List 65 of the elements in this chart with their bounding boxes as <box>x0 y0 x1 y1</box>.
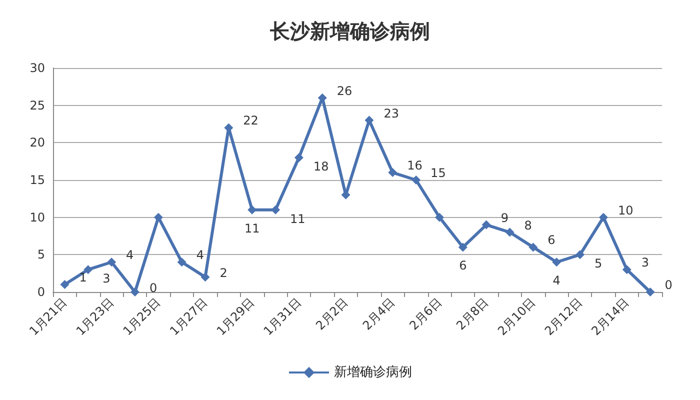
legend-label: 新增确诊病例 <box>334 365 412 380</box>
y-tick-label: 25 <box>30 98 45 112</box>
point <box>294 153 304 162</box>
data-label: 16 <box>407 158 422 173</box>
y-tick-label: 20 <box>30 136 45 150</box>
point <box>412 176 421 184</box>
data-label: 2 <box>220 266 228 280</box>
point <box>458 242 468 252</box>
data-label: 11 <box>290 212 306 226</box>
x-tick-label: 1月27日 <box>167 295 210 338</box>
y-tick-label: 15 <box>30 173 45 187</box>
point <box>622 265 632 274</box>
data-label: 18 <box>313 160 329 174</box>
point <box>576 250 585 260</box>
x-tick-label: 2月14日 <box>588 295 632 338</box>
point <box>107 258 116 267</box>
x-tick-label: 1月31日 <box>260 295 304 338</box>
x-tick-label: 1月29日 <box>214 295 258 338</box>
data-label: 4 <box>126 248 134 262</box>
point <box>154 212 163 222</box>
data-label: 26 <box>336 84 352 98</box>
y-tick-label: 5 <box>37 248 45 262</box>
point <box>364 116 374 125</box>
data-label: 23 <box>384 106 399 120</box>
data-label: 6 <box>459 258 467 273</box>
point <box>552 258 562 267</box>
point <box>528 242 538 252</box>
point <box>60 280 70 290</box>
data-label: 4 <box>196 248 204 262</box>
data-label: 6 <box>548 233 556 248</box>
point <box>505 228 514 237</box>
data-label: 4 <box>552 274 560 288</box>
data-label: 0 <box>149 281 158 295</box>
x-tick-label: 2月12日 <box>542 295 585 338</box>
point <box>388 168 398 178</box>
x-tick-label: 2月10日 <box>495 295 538 338</box>
data-label: 22 <box>243 114 258 128</box>
y-tick-label: 30 <box>30 61 45 75</box>
x-tick-label: 1月23日 <box>73 295 117 338</box>
data-label: 10 <box>618 203 634 218</box>
x-tick-label: 2月4日 <box>360 295 398 333</box>
x-tick-label: 1月25日 <box>120 295 164 338</box>
data-label: 11 <box>244 221 260 236</box>
data-label: 15 <box>430 166 446 180</box>
data-label: 5 <box>594 256 602 271</box>
point <box>482 220 491 230</box>
data-label: 1 <box>79 270 87 285</box>
y-tick-label: 10 <box>30 210 45 224</box>
point <box>130 288 140 296</box>
point <box>177 258 186 267</box>
data-label: 0 <box>664 278 672 292</box>
point <box>434 212 444 222</box>
point <box>646 288 655 296</box>
chart-title: 长沙新增确诊病例 <box>269 19 430 43</box>
point <box>598 212 608 222</box>
x-tick-label: 2月2日 <box>313 295 351 333</box>
data-label: 8 <box>524 218 532 232</box>
data-label: 9 <box>500 210 508 225</box>
point <box>271 205 280 214</box>
data-label: 3 <box>102 272 110 286</box>
x-tick-label: 2月8日 <box>454 295 492 333</box>
point <box>84 265 93 274</box>
x-tick-label: 2月6日 <box>406 295 444 333</box>
data-label: 3 <box>641 256 650 270</box>
point <box>200 272 210 282</box>
